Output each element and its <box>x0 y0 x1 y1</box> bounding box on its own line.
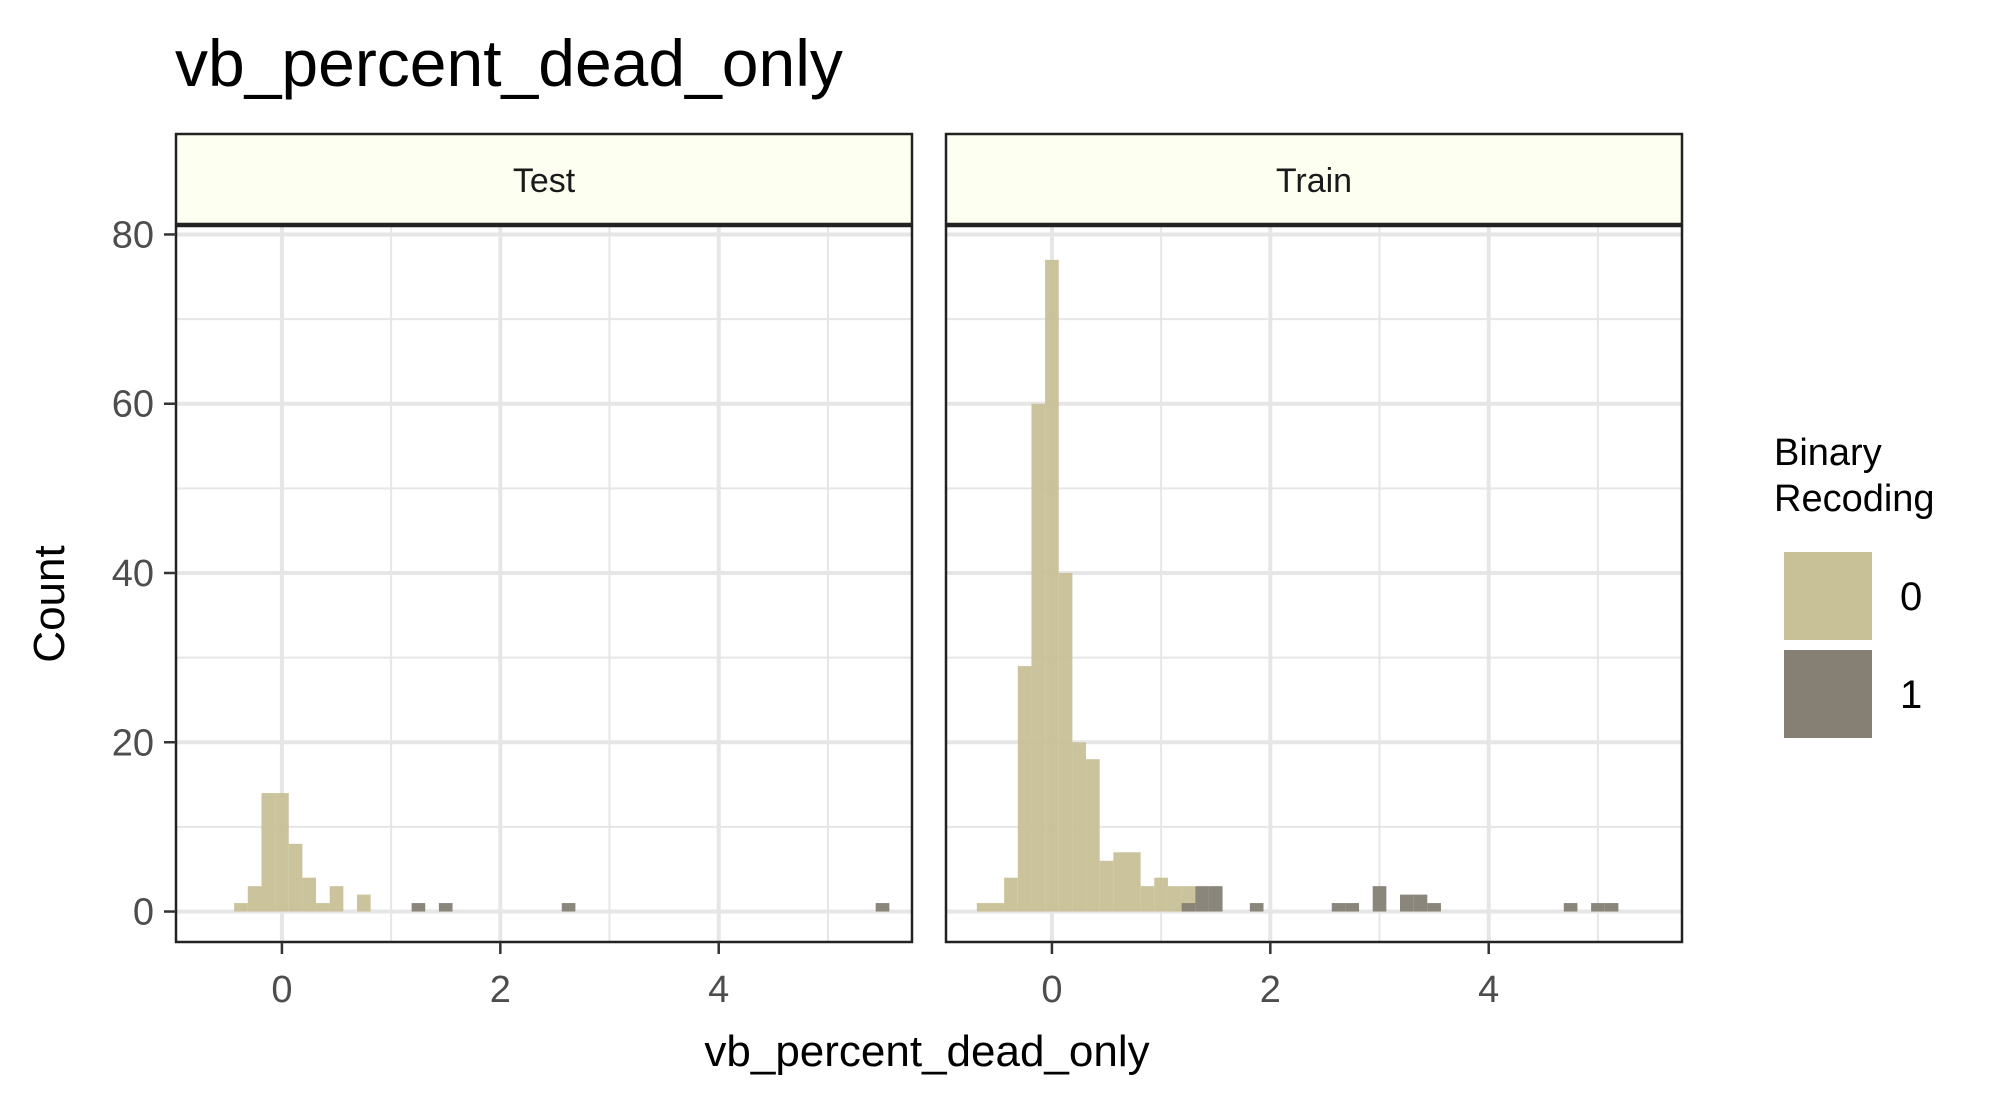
bar-test-group-1 <box>411 903 426 912</box>
bar-train-group-1 <box>1181 903 1196 912</box>
bar-train-group-1 <box>1399 894 1414 912</box>
bar-train-group-0 <box>1113 852 1127 912</box>
x-tick-label: 4 <box>708 969 729 1011</box>
legend: Binary Recoding 0 1 <box>1774 432 1935 738</box>
y-tick-label: 60 <box>112 384 154 426</box>
x-tick-label: 2 <box>490 969 511 1011</box>
facet-panel-test: Test 0 2 4 <box>174 132 914 1011</box>
bar-train-group-0 <box>976 903 991 912</box>
facet-strip <box>174 132 914 226</box>
bar-train-group-1 <box>1208 886 1223 912</box>
y-axis: 0 20 40 60 80 <box>112 214 176 934</box>
y-tick-label: 80 <box>112 214 154 256</box>
facet-strip <box>944 132 1684 226</box>
bar-test-group-0 <box>316 903 330 912</box>
panel-border <box>944 224 1684 944</box>
facet-panels: Test 0 2 4 Train 0 2 4 <box>174 132 1684 1011</box>
bar-train-group-0 <box>1058 572 1073 912</box>
bar-train-group-0 <box>1086 759 1100 912</box>
bar-train-group-1 <box>1563 903 1578 912</box>
y-axis-title: Count <box>25 545 74 662</box>
bar-train-group-1 <box>1195 886 1209 912</box>
bar-train-group-1 <box>1345 903 1360 912</box>
bar-test-group-0 <box>302 877 317 912</box>
bar-train-group-1 <box>1331 903 1346 912</box>
bar-train-group-1 <box>1413 894 1428 912</box>
legend-label-0: 0 <box>1900 575 1922 619</box>
legend-title: Binary Recoding <box>1774 432 1935 520</box>
facet-strip-label: Train <box>1276 162 1352 200</box>
x-tick-label: 0 <box>1041 969 1062 1011</box>
x-tick-label: 4 <box>1478 969 1499 1011</box>
bar-test-group-0 <box>261 793 276 912</box>
bar-test-group-0 <box>356 894 371 912</box>
x-tick-label: 0 <box>271 969 292 1011</box>
facet-strip-label: Test <box>513 162 576 200</box>
bar-train-group-0 <box>1072 742 1087 912</box>
bar-test-group-1 <box>875 903 890 912</box>
bar-test-group-0 <box>329 886 344 912</box>
panel-background <box>176 226 912 942</box>
panel-border <box>174 224 914 944</box>
bar-train-group-1 <box>1427 903 1441 912</box>
legend-label-1: 1 <box>1900 673 1922 717</box>
bar-train-group-0 <box>1140 886 1155 912</box>
y-tick-label: 20 <box>112 722 154 764</box>
bar-train-group-1 <box>1249 903 1264 912</box>
bar-train-group-1 <box>1604 903 1619 912</box>
bar-train-group-0 <box>1167 886 1182 912</box>
legend-key-1 <box>1784 650 1872 738</box>
bar-train-group-0 <box>1031 403 1046 912</box>
bar-test-group-0 <box>275 793 289 912</box>
bar-test-group-0 <box>247 886 262 912</box>
bar-test-group-0 <box>234 903 248 912</box>
bar-train-group-0 <box>990 903 1005 912</box>
bar-train-group-0 <box>1126 852 1141 912</box>
facet-panel-train: Train 0 2 4 <box>944 132 1684 1011</box>
chart-title: vb_percent_dead_only <box>175 26 843 100</box>
bar-train-group-0 <box>1004 877 1018 912</box>
legend-key-0 <box>1784 552 1872 640</box>
bar-test-group-1 <box>561 903 576 912</box>
bar-train-group-0 <box>1154 877 1168 912</box>
bar-train-group-1 <box>1591 903 1605 912</box>
bar-test-group-0 <box>288 843 303 912</box>
y-tick-label: 40 <box>112 553 154 595</box>
y-tick-label: 0 <box>133 892 154 934</box>
bar-train-group-0 <box>1045 259 1059 912</box>
x-tick-label: 2 <box>1260 969 1281 1011</box>
bar-train-group-0 <box>1099 860 1114 912</box>
bar-train-group-0 <box>1017 666 1032 912</box>
bar-test-group-1 <box>438 903 453 912</box>
x-axis-title: vb_percent_dead_only <box>704 1027 1149 1076</box>
bar-train-group-1 <box>1372 886 1387 912</box>
